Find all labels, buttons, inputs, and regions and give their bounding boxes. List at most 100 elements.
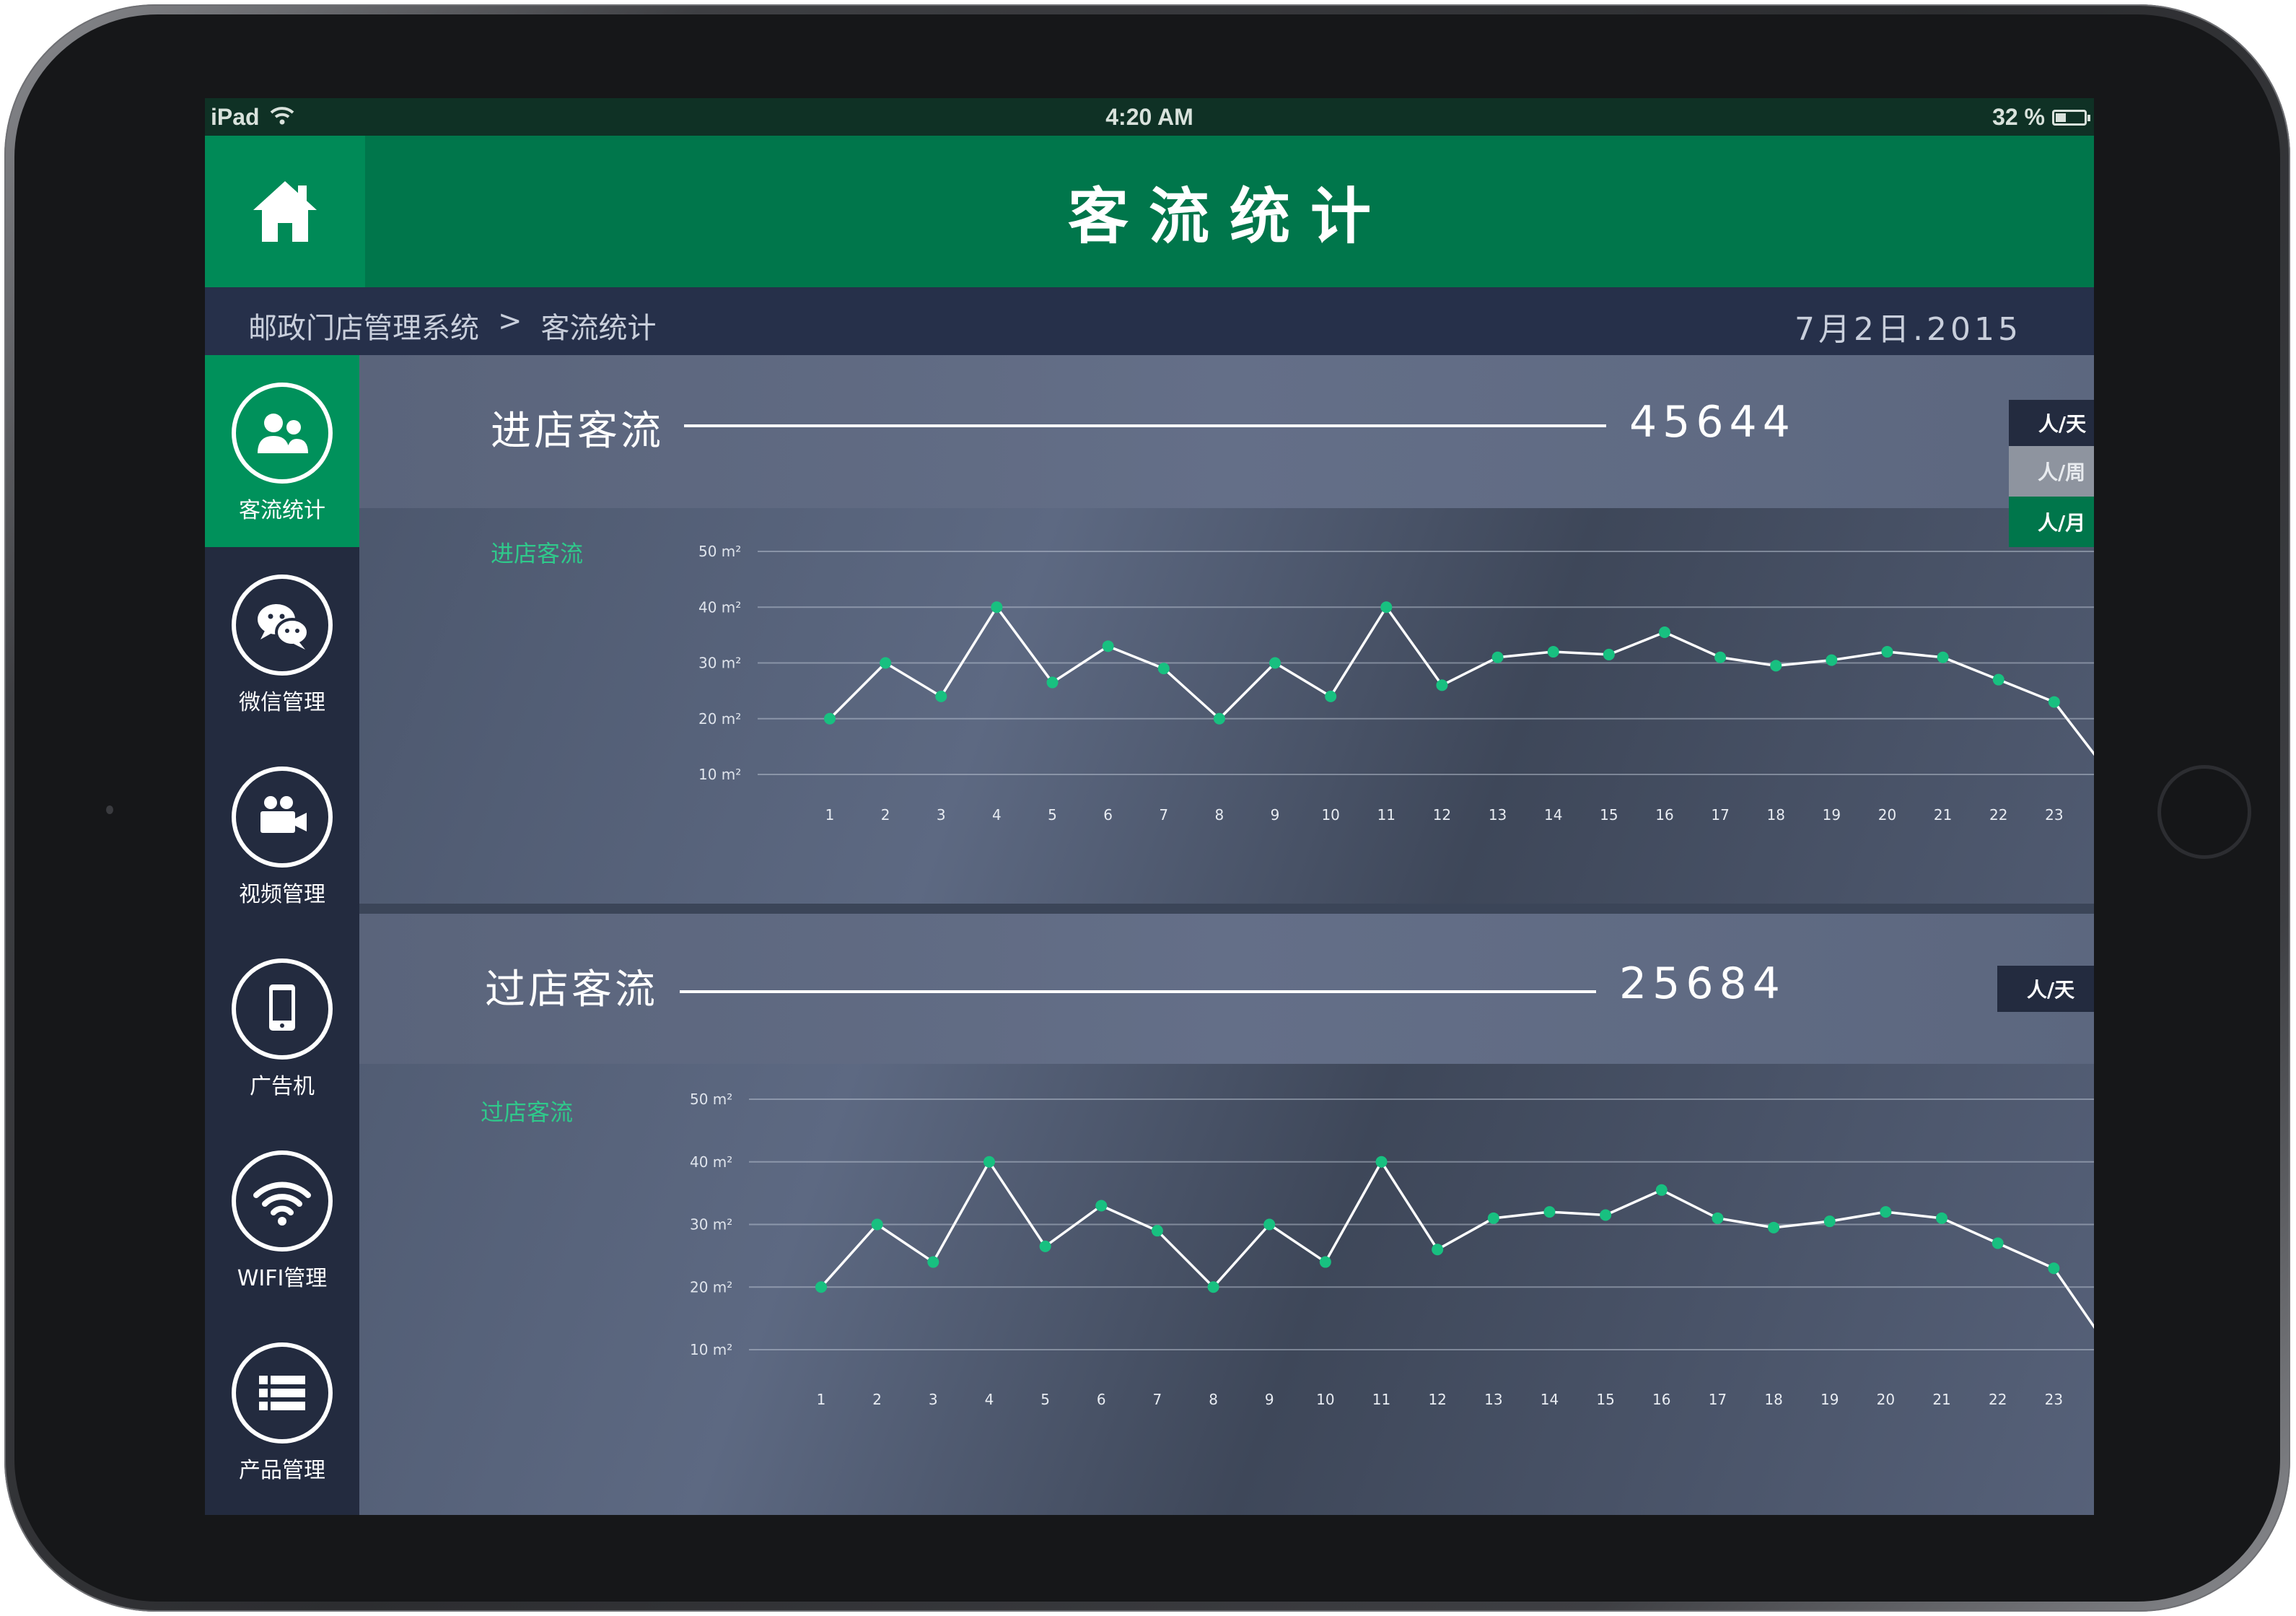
x-tick-label: 10 — [1316, 1391, 1334, 1408]
data-point — [1712, 1212, 1724, 1224]
status-time: 4:20 AM — [1105, 104, 1193, 130]
screen: iPad 4:20 AM 32 % 客流统计 邮政门 — [205, 98, 2094, 1515]
carrier: iPad — [211, 104, 294, 131]
x-tick-label: 22 — [1989, 806, 2007, 824]
x-tick-label: 17 — [1709, 1391, 1727, 1408]
unit-option-month[interactable]: 人/月 — [2009, 497, 2094, 547]
x-tick-label: 7 — [1153, 1391, 1162, 1408]
x-tick-label: 22 — [1989, 1391, 2007, 1408]
wechat-icon — [232, 575, 333, 676]
in-traffic-title: 进店客流 — [491, 408, 664, 455]
data-point — [1487, 1212, 1499, 1224]
data-point — [1603, 648, 1615, 660]
x-tick-label: 10 — [1321, 806, 1339, 824]
data-point — [1937, 651, 1949, 663]
data-point — [871, 1218, 883, 1231]
x-tick-label: 15 — [1596, 1391, 1614, 1408]
data-point — [1151, 1225, 1163, 1237]
sidebar-item-wifi[interactable]: WIFI管理 — [205, 1123, 359, 1315]
x-tick-label: 21 — [1932, 1391, 1950, 1408]
data-point — [1880, 1206, 1892, 1218]
in-traffic-header: 进店客流 45644 人/天 — [359, 355, 2094, 508]
x-tick-label: 2 — [872, 1391, 882, 1408]
data-point — [1039, 1240, 1051, 1252]
pass-unit-select[interactable]: 人/天 — [1997, 966, 2094, 1012]
breadcrumb: 邮政门店管理系统 > 客流统计 — [248, 305, 657, 346]
carrier-label: iPad — [211, 104, 260, 130]
sidebar-item-products[interactable]: 产品管理 — [205, 1315, 359, 1507]
home-icon — [253, 181, 317, 242]
pass-traffic-header: 过店客流 25684 人/天 — [359, 914, 2094, 1064]
data-point — [1936, 1212, 1948, 1224]
data-point — [983, 1156, 995, 1168]
series-line — [828, 606, 2094, 756]
x-tick-label: 23 — [2045, 1391, 2063, 1408]
front-camera — [106, 805, 113, 814]
sidebar-item-label: 视频管理 — [239, 882, 325, 907]
battery-icon — [2052, 109, 2090, 126]
x-tick-label: 23 — [2045, 806, 2063, 824]
pass-traffic-title: 过店客流 — [485, 966, 658, 1013]
sidebar-item-ad-machine[interactable]: 广告机 — [205, 931, 359, 1123]
sidebar: 客流统计 微信管理 — [205, 355, 359, 1515]
y-tick-label: 10 m² — [690, 1341, 732, 1358]
x-tick-label: 11 — [1377, 806, 1395, 824]
sidebar-item-label: 产品管理 — [239, 1458, 325, 1483]
x-tick-label: 20 — [1877, 1391, 1895, 1408]
sidebar-item-traffic[interactable]: 客流统计 — [205, 355, 359, 547]
sidebar-item-video[interactable]: 视频管理 — [205, 739, 359, 931]
data-point — [2048, 696, 2060, 708]
data-point — [1207, 1281, 1219, 1293]
x-tick-label: 1 — [825, 806, 835, 824]
x-tick-label: 9 — [1265, 1391, 1274, 1408]
x-tick-label: 19 — [1823, 806, 1841, 824]
device-home-button[interactable] — [2157, 765, 2251, 859]
video-camera-icon — [232, 766, 333, 868]
x-tick-label: 4 — [992, 806, 1002, 824]
x-tick-label: 3 — [929, 1391, 938, 1408]
data-point — [2048, 1262, 2060, 1275]
y-tick-label: 50 m² — [690, 1091, 732, 1108]
users-icon — [232, 383, 333, 484]
date-display: 7月2日.2015 — [1795, 311, 2022, 348]
y-tick-label: 20 m² — [690, 1278, 732, 1296]
status-bar: iPad 4:20 AM 32 % — [205, 98, 2094, 136]
data-point — [1770, 660, 1782, 672]
pass-unit-selected: 人/天 — [1997, 966, 2094, 1012]
data-point — [1157, 663, 1170, 675]
data-point — [824, 712, 836, 725]
data-point — [815, 1281, 827, 1293]
data-point — [991, 601, 1003, 613]
battery: 32 % — [1992, 104, 2090, 131]
in-unit-select[interactable]: 人/天 — [2009, 400, 2094, 446]
x-tick-label: 12 — [1433, 806, 1451, 824]
x-tick-label: 4 — [985, 1391, 994, 1408]
data-point — [1714, 651, 1727, 663]
pass-chart-label: 过店客流 — [481, 1099, 574, 1126]
wifi-signal-icon — [270, 104, 294, 131]
x-tick-label: 18 — [1766, 806, 1784, 824]
data-point — [1432, 1244, 1444, 1256]
home-button[interactable] — [205, 136, 365, 287]
sidebar-item-label: WIFI管理 — [237, 1266, 328, 1291]
data-point — [1375, 1156, 1388, 1168]
x-tick-label: 8 — [1215, 806, 1224, 824]
breadcrumb-root[interactable]: 邮政门店管理系统 — [248, 312, 479, 345]
y-tick-label: 50 m² — [698, 543, 741, 560]
data-point — [1046, 676, 1059, 689]
data-point — [1269, 657, 1281, 669]
breadcrumb-current: 客流统计 — [540, 312, 657, 345]
x-tick-label: 15 — [1600, 806, 1618, 824]
x-tick-label: 13 — [1489, 806, 1507, 824]
x-tick-label: 5 — [1048, 806, 1057, 824]
data-point — [1992, 673, 2004, 686]
data-point — [1992, 1237, 2004, 1249]
data-point — [1543, 1206, 1556, 1218]
data-point — [880, 657, 892, 669]
x-tick-label: 21 — [1934, 806, 1952, 824]
data-point — [935, 690, 947, 702]
sidebar-item-label: 微信管理 — [239, 690, 325, 715]
sidebar-item-wechat[interactable]: 微信管理 — [205, 547, 359, 739]
data-point — [1102, 640, 1114, 652]
unit-option-week[interactable]: 人/周 — [2009, 446, 2094, 497]
